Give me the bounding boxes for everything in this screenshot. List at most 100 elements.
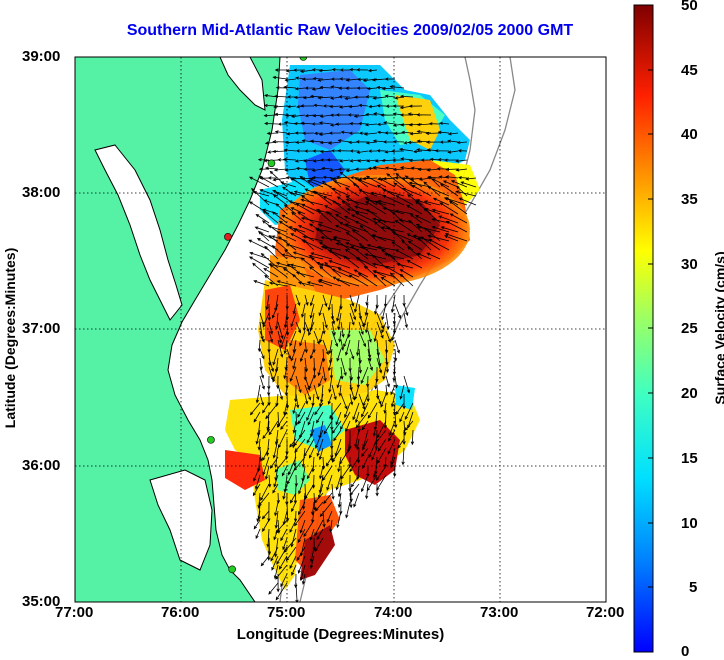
velocity-arrow <box>312 76 324 81</box>
velocity-arrow <box>449 200 468 215</box>
velocity-arrow <box>257 438 261 451</box>
velocity-arrow <box>290 348 297 362</box>
velocity-arrow <box>389 85 405 89</box>
velocity-arrow <box>267 225 288 233</box>
velocity-arrow <box>356 339 360 357</box>
velocity-arrow <box>394 176 405 180</box>
velocity-arrow <box>382 140 396 144</box>
radar-station-marker <box>299 57 308 61</box>
velocity-arrow <box>249 201 270 215</box>
velocity-arrow <box>283 85 297 89</box>
velocity-arrow <box>372 465 378 479</box>
velocity-arrow <box>295 582 299 602</box>
velocity-arrow <box>259 232 279 242</box>
velocity-arrow <box>447 150 459 154</box>
velocity-arrow <box>401 130 414 135</box>
velocity-arrow <box>293 228 315 242</box>
velocity-arrow <box>327 249 351 260</box>
velocity-arrow <box>395 249 414 260</box>
velocity-arrow <box>368 438 378 459</box>
velocity-arrow <box>272 177 288 182</box>
velocity-arrow <box>323 420 333 435</box>
velocity-arrow <box>294 438 306 453</box>
velocity-arrow <box>292 420 297 434</box>
velocity-arrow <box>403 303 409 317</box>
velocity-arrow <box>299 175 315 188</box>
velocity-arrow <box>379 178 396 188</box>
velocity-arrow <box>350 214 369 224</box>
velocity-arrow <box>371 262 396 269</box>
velocity-arrow <box>406 233 423 242</box>
velocity-arrow <box>267 303 272 322</box>
velocity-arrow <box>423 200 441 206</box>
velocity-arrow <box>407 240 423 251</box>
velocity-arrow <box>299 564 306 582</box>
velocity-arrow <box>264 465 270 481</box>
velocity-arrow <box>372 270 396 278</box>
velocity-arrow <box>344 402 351 419</box>
velocity-arrow <box>331 68 342 72</box>
velocity-arrow <box>317 357 324 377</box>
velocity-arrow <box>354 411 360 424</box>
velocity-arrow <box>316 438 324 457</box>
velocity-arrow <box>280 420 288 430</box>
velocity-arrow <box>283 148 297 152</box>
velocity-arrow <box>344 223 369 233</box>
velocity-arrow <box>308 375 315 390</box>
velocity-arrow <box>406 204 423 215</box>
velocity-arrow <box>376 104 387 108</box>
velocity-arrow <box>398 147 414 152</box>
velocity-arrow <box>276 280 297 287</box>
velocity-arrow <box>274 501 279 517</box>
velocity-arrow <box>283 312 288 329</box>
velocity-arrow <box>285 243 306 251</box>
velocity-arrow <box>277 321 284 340</box>
velocity-arrow <box>294 87 306 91</box>
velocity-arrow <box>402 187 423 197</box>
velocity-arrow <box>257 158 270 162</box>
velocity-arrow <box>289 263 306 269</box>
velocity-arrow <box>260 483 270 501</box>
velocity-arrow <box>319 85 333 90</box>
velocity-arrow <box>366 159 378 163</box>
velocity-arrow <box>275 312 279 330</box>
velocity-arrow <box>376 447 387 464</box>
velocity-arrow <box>289 330 297 347</box>
velocity-arrow <box>295 166 306 171</box>
velocity-arrow <box>395 173 414 188</box>
velocity-arrow <box>431 225 450 233</box>
velocity-arrow <box>349 303 357 321</box>
velocity-arrow <box>348 104 360 109</box>
velocity-arrow <box>457 149 468 153</box>
velocity-arrow <box>276 492 281 504</box>
velocity-arrow <box>262 210 279 224</box>
velocity-arrow <box>310 546 315 563</box>
velocity-arrow <box>414 215 432 224</box>
velocity-arrow <box>443 235 459 242</box>
velocity-arrow <box>283 204 297 215</box>
velocity-arrow <box>351 229 369 242</box>
velocity-arrow <box>377 199 396 206</box>
velocity-arrow <box>274 130 288 134</box>
velocity-arrow <box>280 330 288 349</box>
velocity-arrow <box>365 175 387 188</box>
velocity-arrow <box>449 213 468 224</box>
velocity-arrow <box>293 95 306 100</box>
velocity-arrow <box>303 159 315 163</box>
velocity-arrow <box>332 276 351 287</box>
velocity-arrow <box>383 402 387 414</box>
velocity-arrow <box>330 77 342 81</box>
velocity-arrow <box>404 175 423 188</box>
velocity-arrow <box>265 294 270 311</box>
velocity-arrow <box>306 465 315 480</box>
velocity-arrow <box>363 132 378 136</box>
velocity-arrow <box>289 366 297 382</box>
velocity-arrow <box>348 131 360 135</box>
velocity-arrow <box>335 278 360 287</box>
velocity-arrow <box>255 528 261 540</box>
velocity-arrow <box>349 492 353 509</box>
velocity-arrow <box>254 474 261 490</box>
velocity-arrow <box>300 104 315 108</box>
velocity-arrow <box>340 411 351 431</box>
velocity-arrow <box>295 321 302 334</box>
